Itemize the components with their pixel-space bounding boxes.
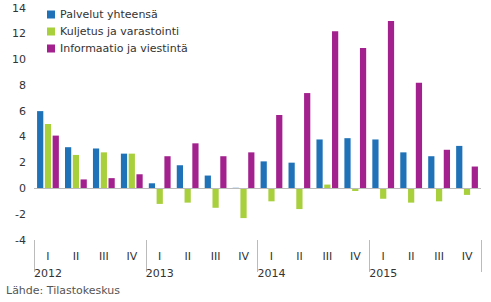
svg-text:II: II <box>296 250 303 263</box>
svg-text:II: II <box>184 250 191 263</box>
svg-text:8: 8 <box>19 79 26 92</box>
svg-text:I: I <box>382 250 385 263</box>
svg-text:2: 2 <box>19 156 26 169</box>
svg-text:III: III <box>99 250 109 263</box>
svg-text:-2: -2 <box>15 208 26 221</box>
svg-text:4: 4 <box>19 130 26 143</box>
svg-text:2012: 2012 <box>34 267 62 280</box>
svg-text:II: II <box>408 250 415 263</box>
svg-text:Palvelut yhteensä: Palvelut yhteensä <box>60 8 158 21</box>
svg-text:2014: 2014 <box>257 267 285 280</box>
svg-text:IV: IV <box>238 250 249 263</box>
svg-text:10: 10 <box>12 53 26 66</box>
svg-text:-4: -4 <box>15 234 26 247</box>
svg-text:Informaatio ja viestintä: Informaatio ja viestintä <box>60 42 188 55</box>
svg-text:III: III <box>322 250 332 263</box>
svg-text:I: I <box>46 250 49 263</box>
svg-text:I: I <box>270 250 273 263</box>
svg-text:III: III <box>434 250 444 263</box>
svg-text:6: 6 <box>19 105 26 118</box>
svg-text:12: 12 <box>12 27 26 40</box>
svg-text:Lähde: Tilastokeskus: Lähde: Tilastokeskus <box>6 284 120 297</box>
svg-text:I: I <box>158 250 161 263</box>
svg-text:III: III <box>211 250 221 263</box>
svg-text:IV: IV <box>350 250 361 263</box>
svg-text:IV: IV <box>462 250 473 263</box>
svg-text:0: 0 <box>19 182 26 195</box>
svg-text:IV: IV <box>126 250 137 263</box>
svg-text:2013: 2013 <box>146 267 174 280</box>
svg-text:14: 14 <box>12 2 26 15</box>
svg-text:Kuljetus ja varastointi: Kuljetus ja varastointi <box>60 25 179 38</box>
svg-text:2015: 2015 <box>369 267 397 280</box>
svg-text:II: II <box>73 250 80 263</box>
